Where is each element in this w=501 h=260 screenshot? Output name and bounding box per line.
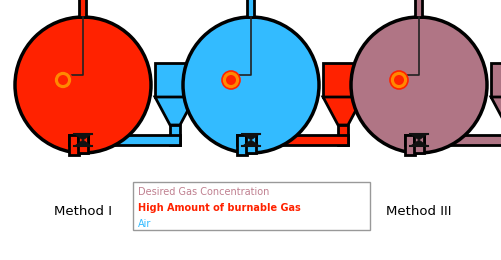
Text: Method III: Method III xyxy=(385,205,451,218)
Circle shape xyxy=(15,17,151,153)
Text: Air: Air xyxy=(138,219,151,229)
Bar xyxy=(337,125,347,145)
Circle shape xyxy=(221,71,239,89)
Bar xyxy=(69,135,180,145)
Text: Method II: Method II xyxy=(219,205,282,218)
Polygon shape xyxy=(490,97,501,125)
Bar xyxy=(155,63,194,97)
Bar xyxy=(78,135,88,145)
Polygon shape xyxy=(75,134,91,140)
Circle shape xyxy=(183,17,318,153)
Text: High Amount of burnable Gas: High Amount of burnable Gas xyxy=(138,203,300,213)
Bar xyxy=(404,135,413,145)
Bar xyxy=(236,135,347,145)
Circle shape xyxy=(54,71,72,89)
Polygon shape xyxy=(410,140,426,146)
Circle shape xyxy=(225,75,235,85)
Polygon shape xyxy=(242,140,259,146)
Text: Desired Gas Concentration: Desired Gas Concentration xyxy=(138,187,269,197)
Circle shape xyxy=(58,75,68,85)
Bar xyxy=(69,135,79,155)
Bar xyxy=(78,135,88,153)
Bar xyxy=(69,135,78,145)
Polygon shape xyxy=(75,140,91,146)
Bar xyxy=(413,135,423,145)
Polygon shape xyxy=(322,97,362,125)
Circle shape xyxy=(389,71,407,89)
Polygon shape xyxy=(242,134,259,140)
Bar xyxy=(415,0,422,17)
Bar xyxy=(245,135,256,145)
Bar xyxy=(79,0,86,17)
Circle shape xyxy=(350,17,486,153)
Bar xyxy=(170,125,180,145)
Bar xyxy=(133,182,369,230)
Bar xyxy=(236,135,246,155)
Bar xyxy=(413,135,423,153)
Bar xyxy=(247,0,254,17)
Bar xyxy=(404,135,501,145)
Bar xyxy=(490,63,501,97)
Circle shape xyxy=(393,75,403,85)
Bar xyxy=(322,63,362,97)
Text: Method I: Method I xyxy=(54,205,112,218)
Bar xyxy=(236,135,245,145)
Polygon shape xyxy=(410,134,426,140)
Bar xyxy=(404,135,414,155)
Polygon shape xyxy=(155,97,194,125)
Bar xyxy=(245,135,256,153)
